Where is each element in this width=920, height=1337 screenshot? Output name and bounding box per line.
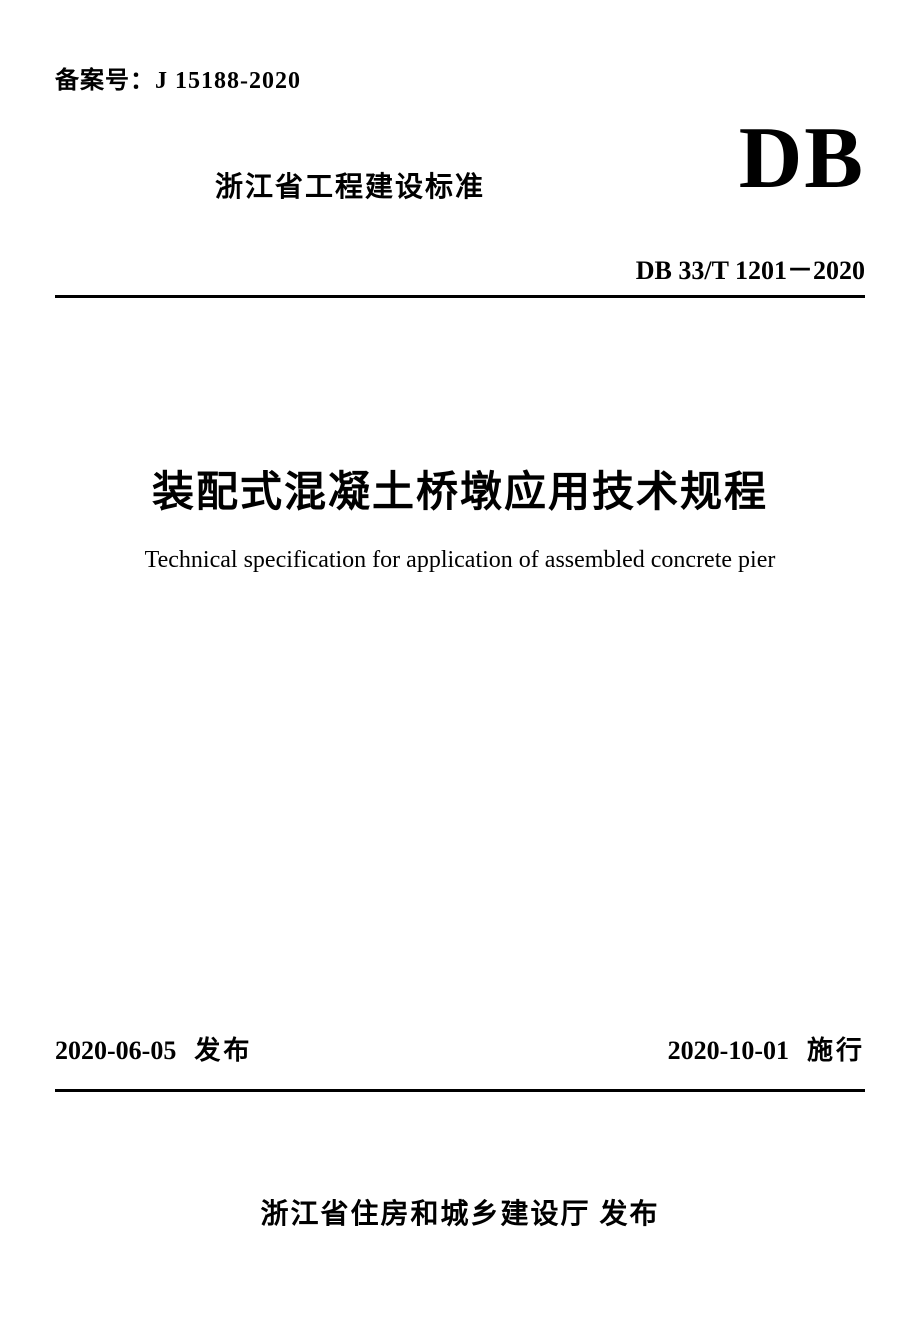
dates-row: 2020-06-05 发布 2020-10-01 施行 (55, 1030, 865, 1067)
effective-date-block: 2020-10-01 施行 (668, 1030, 865, 1067)
publisher: 浙江省住房和城乡建设厅 发布 (0, 1192, 920, 1232)
standard-cover-page: 备案号：J 15188-2020 浙江省工程建设标准 DB DB 33/T 12… (0, 0, 920, 1337)
title-block: 装配式混凝土桥墩应用技术规程 Technical specification f… (55, 458, 865, 574)
divider-bottom (55, 1089, 865, 1092)
publisher-name: 浙江省住房和城乡建设厅 (260, 1199, 590, 1230)
issue-date-block: 2020-06-05 发布 (55, 1030, 252, 1067)
publisher-suffix: 发布 (600, 1199, 660, 1230)
title-english: Technical specification for application … (55, 547, 865, 574)
db-logo: DB (739, 115, 865, 203)
issue-date: 2020-06-05 (55, 1036, 176, 1065)
standard-type: 浙江省工程建设标准 (215, 165, 485, 205)
record-number-value: J 15188-2020 (155, 68, 301, 94)
header-row: 浙江省工程建设标准 DB (55, 115, 865, 205)
effective-label: 施行 (807, 1036, 865, 1065)
issue-label: 发布 (194, 1036, 252, 1065)
divider-top (55, 295, 865, 298)
record-number: 备案号：J 15188-2020 (55, 60, 865, 95)
title-chinese: 装配式混凝土桥墩应用技术规程 (55, 458, 865, 519)
standard-code: DB 33/T 1201－2020 (55, 250, 865, 287)
effective-date: 2020-10-01 (668, 1036, 789, 1065)
record-number-label: 备案号： (55, 68, 155, 94)
